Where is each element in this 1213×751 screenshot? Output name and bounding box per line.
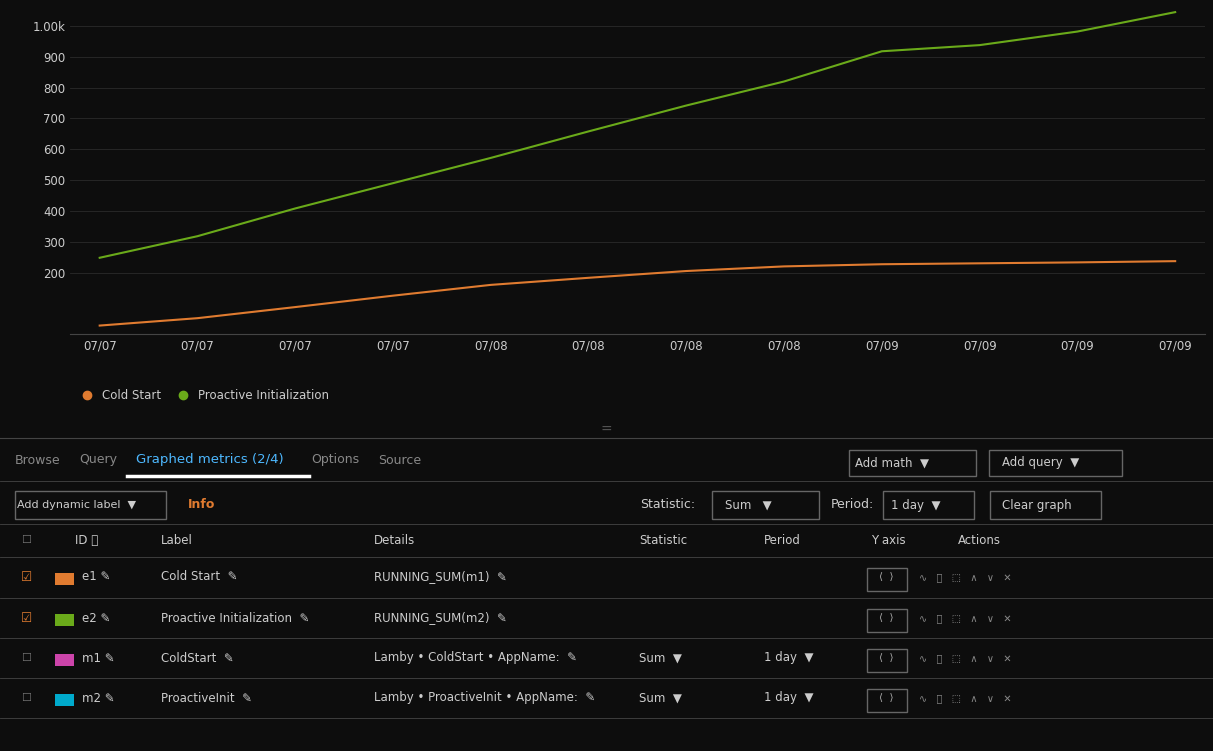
Text: Sum  ▼: Sum ▼ <box>639 652 682 665</box>
Text: ☐: ☐ <box>21 693 30 703</box>
Text: ProactiveInit  ✎: ProactiveInit ✎ <box>161 692 252 704</box>
Text: ⟨  ⟩: ⟨ ⟩ <box>879 572 894 582</box>
Text: ⟨  ⟩: ⟨ ⟩ <box>879 653 894 663</box>
Text: Query: Query <box>79 454 116 466</box>
Legend: Cold Start, Proactive Initialization: Cold Start, Proactive Initialization <box>70 385 334 407</box>
Text: Sum   ▼: Sum ▼ <box>725 499 771 511</box>
Text: ☐: ☐ <box>21 653 30 663</box>
Text: e2 ✎: e2 ✎ <box>82 611 110 625</box>
Text: ColdStart  ✎: ColdStart ✎ <box>161 652 234 665</box>
Text: Period:: Period: <box>831 499 875 511</box>
Text: Actions: Actions <box>958 533 1001 547</box>
Text: Graphed metrics (2/4): Graphed metrics (2/4) <box>136 454 284 466</box>
Text: Clear graph: Clear graph <box>1002 499 1072 511</box>
Text: =: = <box>600 423 613 437</box>
Text: Options: Options <box>312 454 360 466</box>
Text: Add dynamic label  ▼: Add dynamic label ▼ <box>17 500 136 510</box>
Text: Info: Info <box>188 499 216 511</box>
Text: e1 ✎: e1 ✎ <box>82 571 110 584</box>
Text: RUNNING_SUM(m1)  ✎: RUNNING_SUM(m1) ✎ <box>374 571 507 584</box>
Text: Details: Details <box>374 533 415 547</box>
Text: Statistic:: Statistic: <box>640 499 695 511</box>
Text: m2 ✎: m2 ✎ <box>82 692 115 704</box>
Text: ∿   🔔   ⬚   ∧   ∨   ✕: ∿ 🔔 ⬚ ∧ ∨ ✕ <box>919 693 1012 703</box>
Text: Period: Period <box>764 533 801 547</box>
Text: ☑: ☑ <box>21 571 32 584</box>
Text: Browse: Browse <box>15 454 61 466</box>
Text: Lamby • ColdStart • AppName:  ✎: Lamby • ColdStart • AppName: ✎ <box>374 652 576 665</box>
Text: ID ⓘ: ID ⓘ <box>75 533 98 547</box>
Text: 1 day  ▼: 1 day ▼ <box>892 499 940 511</box>
Text: Add query  ▼: Add query ▼ <box>1002 457 1080 469</box>
Text: Source: Source <box>378 454 422 466</box>
Text: ⟨  ⟩: ⟨ ⟩ <box>879 693 894 703</box>
Text: RUNNING_SUM(m2)  ✎: RUNNING_SUM(m2) ✎ <box>374 611 507 625</box>
Text: Statistic: Statistic <box>639 533 688 547</box>
Text: 1 day  ▼: 1 day ▼ <box>764 652 814 665</box>
Text: ∿   🔔   ⬚   ∧   ∨   ✕: ∿ 🔔 ⬚ ∧ ∨ ✕ <box>919 613 1012 623</box>
Text: Sum  ▼: Sum ▼ <box>639 692 682 704</box>
Text: Cold Start  ✎: Cold Start ✎ <box>161 571 238 584</box>
Text: Lamby • ProactiveInit • AppName:  ✎: Lamby • ProactiveInit • AppName: ✎ <box>374 692 594 704</box>
Text: ∿   🔔   ⬚   ∧   ∨   ✕: ∿ 🔔 ⬚ ∧ ∨ ✕ <box>919 572 1012 582</box>
Text: Add math  ▼: Add math ▼ <box>854 457 929 469</box>
Text: ⟨  ⟩: ⟨ ⟩ <box>879 613 894 623</box>
Text: Label: Label <box>161 533 193 547</box>
Text: Proactive Initialization  ✎: Proactive Initialization ✎ <box>161 611 309 625</box>
Text: ∿   🔔   ⬚   ∧   ∨   ✕: ∿ 🔔 ⬚ ∧ ∨ ✕ <box>919 653 1012 663</box>
Text: m1 ✎: m1 ✎ <box>82 652 115 665</box>
Text: Y axis: Y axis <box>871 533 906 547</box>
Text: ☑: ☑ <box>21 611 32 625</box>
Text: 1 day  ▼: 1 day ▼ <box>764 692 814 704</box>
Text: ☐: ☐ <box>21 535 30 545</box>
